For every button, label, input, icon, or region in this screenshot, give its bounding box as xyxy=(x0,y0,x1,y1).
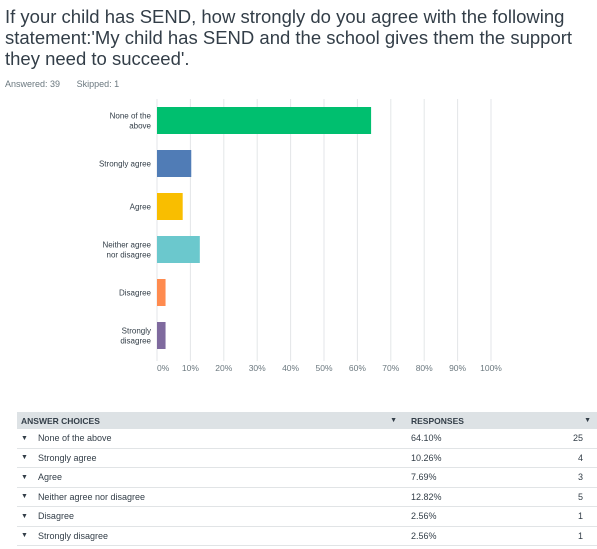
table-row: ▼ Agree 7.69% 3 xyxy=(17,468,597,488)
table-row: ▼ None of the above 64.10% 25 xyxy=(17,429,597,449)
answer-choice-label: Strongly agree xyxy=(37,452,97,463)
x-tick-label: 60% xyxy=(349,363,366,373)
table-row: ▼ Strongly disagree 2.56% 1 xyxy=(17,527,597,546)
bar-chart: 0% 10% 20% 30% 40% 50% 60% 70% 80% 90% 100% None of… xyxy=(99,99,502,373)
question-title: If your child has SEND, how strongly do … xyxy=(5,6,573,69)
response-count: 4 xyxy=(577,452,583,463)
response-percent: 2.56% xyxy=(411,530,437,541)
response-percent: 2.56% xyxy=(411,511,437,522)
answer-choice-label: Neither agree nor disagree xyxy=(37,491,146,502)
response-count: 1 xyxy=(577,530,583,541)
expand-caret-icon[interactable]: ▼ xyxy=(21,512,28,520)
answer-choices-header-label: ANSWER CHOICES xyxy=(21,415,100,426)
expand-caret-icon[interactable]: ▼ xyxy=(21,493,28,501)
x-tick-label: 20% xyxy=(215,363,232,373)
response-count: 25 xyxy=(572,433,583,444)
response-count: 1 xyxy=(577,511,583,522)
bar[interactable] xyxy=(157,322,166,349)
category-label: Agree xyxy=(130,203,152,212)
answer-choices-header[interactable]: ANSWER CHOICES ▼ xyxy=(17,416,407,426)
answer-choice-label: Agree xyxy=(37,472,62,483)
category-label: Neither agree xyxy=(103,241,152,250)
category-label: nor disagree xyxy=(107,251,152,260)
expand-caret-icon[interactable]: ▼ xyxy=(21,473,28,481)
response-percent: 64.10% xyxy=(411,433,442,444)
category-label: Strongly agree xyxy=(99,160,152,169)
x-tick-label: 40% xyxy=(282,363,299,373)
answered-count: Answered: 39 xyxy=(5,79,61,89)
expand-caret-icon[interactable]: ▼ xyxy=(21,434,28,442)
table-header: ANSWER CHOICES ▼ RESPONSES ▼ xyxy=(17,412,597,429)
bar[interactable] xyxy=(157,236,200,263)
category-label: None of the xyxy=(110,112,152,121)
response-percent: 10.26% xyxy=(411,452,442,463)
response-count: 5 xyxy=(577,491,583,502)
answer-choice-label: None of the above xyxy=(37,433,112,444)
x-tick-label: 70% xyxy=(382,363,399,373)
table-row: ▼ Disagree 2.56% 1 xyxy=(17,507,597,527)
answer-choice-label: Disagree xyxy=(37,511,74,522)
skipped-count: Skipped: 1 xyxy=(76,79,120,89)
response-count: 3 xyxy=(577,472,583,483)
sort-caret-icon: ▼ xyxy=(390,417,397,424)
results-table: ANSWER CHOICES ▼ RESPONSES ▼ ▼ None of th… xyxy=(17,412,597,546)
bar[interactable] xyxy=(157,107,372,134)
response-stats: Answered: 39 Skipped: 1 xyxy=(5,79,133,89)
response-percent: 12.82% xyxy=(411,491,442,502)
category-label: above xyxy=(129,122,151,131)
category-label: Disagree xyxy=(119,289,152,298)
responses-header-label: RESPONSES xyxy=(411,415,464,426)
expand-caret-icon[interactable]: ▼ xyxy=(21,454,28,462)
x-tick-label: 0% xyxy=(157,363,170,373)
table-row: ▼ Neither agree nor disagree 12.82% 5 xyxy=(17,488,597,507)
response-percent: 7.69% xyxy=(411,472,437,483)
category-label: disagree xyxy=(120,337,151,346)
x-tick-label: 100% xyxy=(480,363,502,373)
x-tick-label: 30% xyxy=(249,363,266,373)
x-tick-label: 10% xyxy=(182,363,199,373)
answer-choice-label: Strongly disagree xyxy=(37,530,108,541)
category-label: Strongly xyxy=(122,327,151,336)
table-row: ▼ Strongly agree 10.26% 4 xyxy=(17,449,597,468)
x-tick-label: 90% xyxy=(449,363,466,373)
bar[interactable] xyxy=(157,193,183,220)
x-tick-label: 50% xyxy=(315,363,332,373)
x-tick-label: 80% xyxy=(416,363,433,373)
sort-caret-icon: ▼ xyxy=(584,417,591,424)
expand-caret-icon[interactable]: ▼ xyxy=(21,532,28,540)
bar[interactable] xyxy=(157,279,166,306)
responses-header[interactable]: RESPONSES ▼ xyxy=(407,416,597,426)
bar[interactable] xyxy=(157,150,192,177)
